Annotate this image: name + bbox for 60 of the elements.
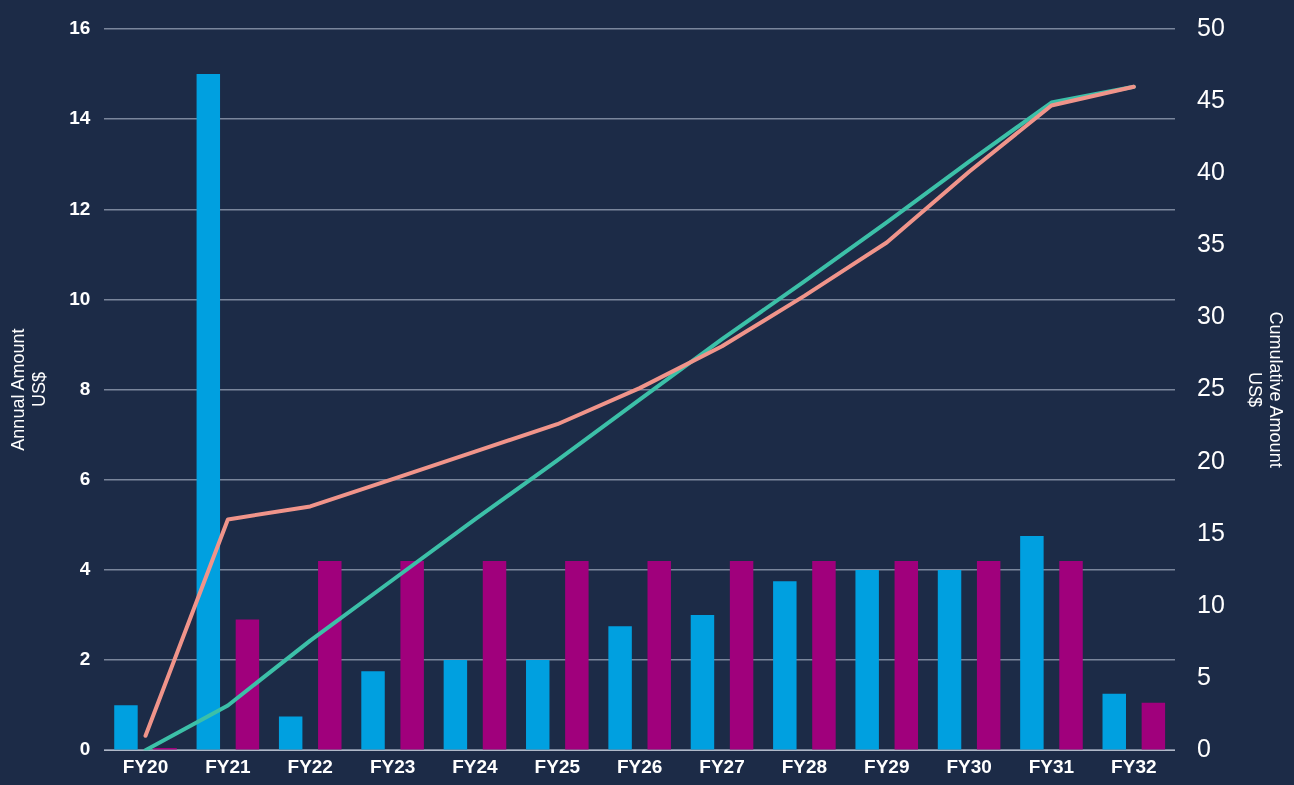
x-tick-label: FY26 — [616, 755, 663, 777]
x-tick-label: FY22 — [287, 755, 333, 777]
x-tick-label: FY28 — [781, 755, 828, 777]
y-tick-label: 14 — [69, 107, 91, 129]
y-tick-label: 10 — [69, 287, 91, 309]
bar — [1141, 702, 1166, 750]
bar — [608, 626, 632, 750]
bar — [443, 660, 468, 750]
y2-axis-title: Cumulative Amount US$ — [1244, 311, 1287, 468]
y2-tick-label: 20 — [1196, 445, 1225, 474]
x-tick-label: FY25 — [534, 755, 581, 777]
bar — [647, 560, 671, 750]
bar — [729, 560, 754, 750]
x-tick-label: FY29 — [864, 755, 910, 777]
y-tick-label: 8 — [79, 377, 91, 399]
bar — [318, 560, 342, 750]
bar — [1059, 560, 1083, 750]
bar — [565, 560, 589, 750]
bar — [526, 660, 550, 750]
y2-tick-label: 10 — [1196, 589, 1225, 618]
x-tick-label: FY21 — [205, 755, 252, 777]
y2-tick-label: 40 — [1196, 157, 1225, 186]
y2-tick-label: 0 — [1196, 734, 1211, 763]
bar — [482, 560, 507, 750]
x-tick-label: FY31 — [1028, 755, 1075, 777]
bar — [812, 560, 836, 750]
bar — [1020, 536, 1044, 750]
y-tick-label: 2 — [79, 648, 91, 670]
x-tick-label: FY32 — [1111, 755, 1157, 777]
x-tick-label: FY20 — [122, 755, 169, 777]
bar — [400, 560, 424, 750]
y2-tick-label: 30 — [1196, 301, 1225, 330]
y2-tick-label: 35 — [1196, 229, 1225, 258]
y-tick-label: 12 — [69, 197, 91, 219]
bar — [235, 619, 260, 750]
bar — [976, 560, 1001, 750]
y-axis-title: Annual Amount US$ — [7, 328, 50, 451]
y-tick-label: 4 — [79, 558, 91, 580]
x-tick-label: FY24 — [452, 755, 499, 777]
bar — [361, 671, 385, 750]
bar — [894, 560, 919, 750]
x-tick-label: FY27 — [699, 755, 745, 777]
bar — [855, 569, 879, 750]
y2-tick-label: 25 — [1196, 373, 1225, 402]
bar — [937, 569, 962, 750]
x-tick-label: FY23 — [369, 755, 416, 777]
x-tick-label: FY30 — [946, 755, 992, 777]
bar — [114, 705, 138, 750]
bar — [196, 74, 221, 750]
y-tick-label: 0 — [79, 738, 91, 760]
bar — [690, 614, 715, 750]
bar — [773, 581, 797, 750]
y2-tick-label: 5 — [1196, 661, 1211, 690]
y2-tick-label: 50 — [1196, 12, 1225, 41]
y2-tick-label: 15 — [1196, 517, 1225, 546]
y-tick-label: 16 — [69, 17, 91, 39]
bar — [278, 716, 303, 750]
bar — [1102, 693, 1126, 750]
y-tick-label: 6 — [79, 467, 91, 489]
y2-tick-label: 45 — [1196, 85, 1225, 114]
